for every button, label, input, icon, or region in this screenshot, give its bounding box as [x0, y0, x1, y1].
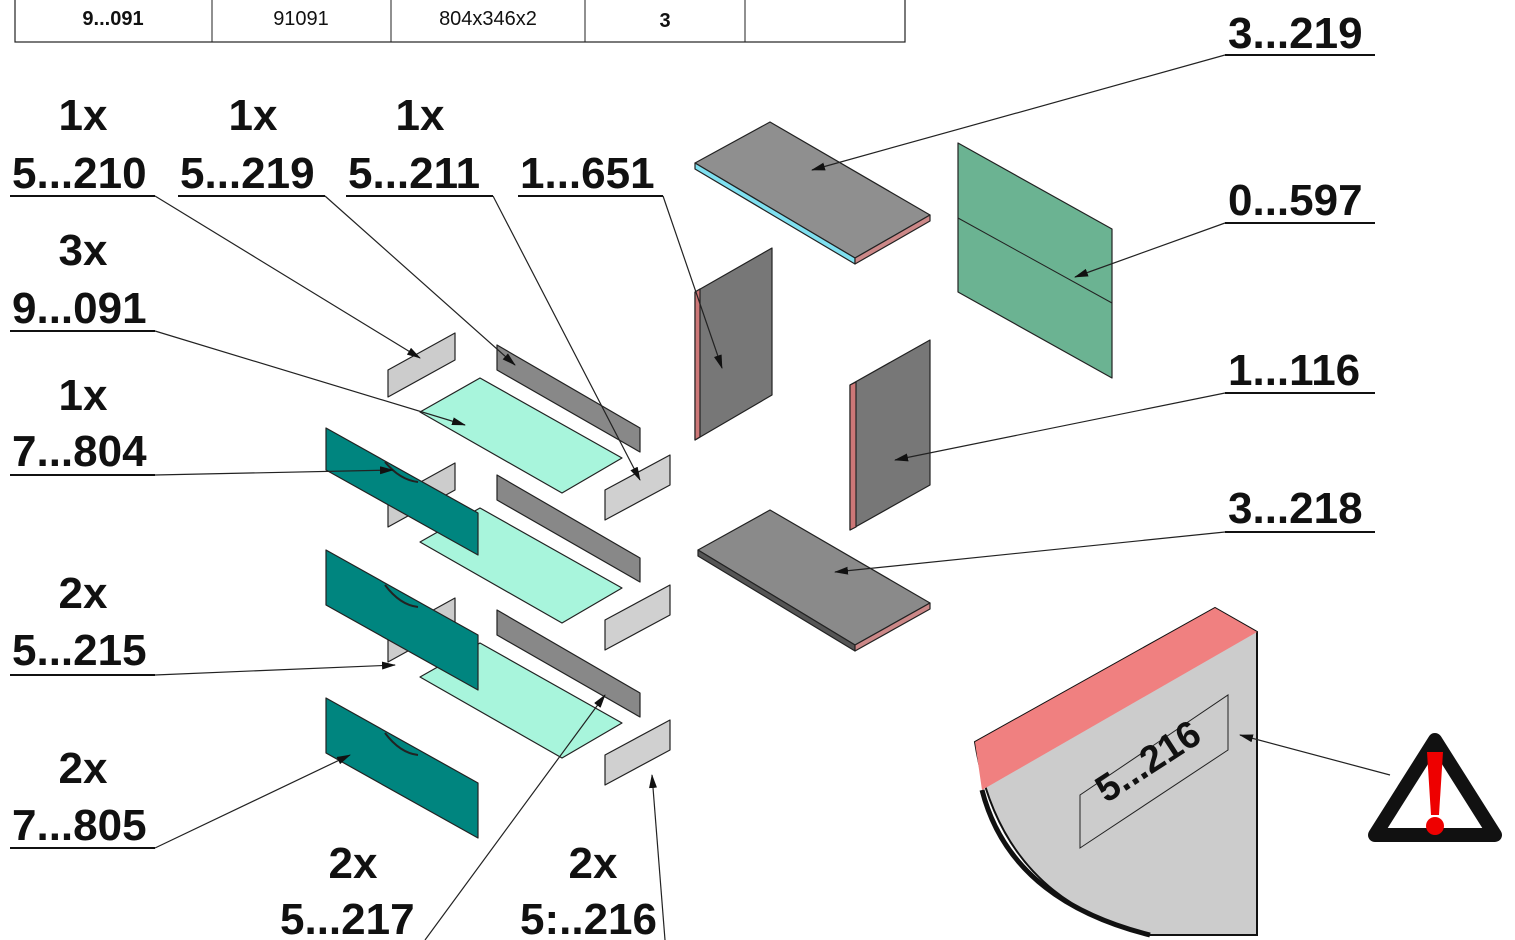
drawer — [387, 332, 671, 521]
quantity: 1x — [59, 371, 108, 420]
shape — [649, 774, 666, 940]
shape — [811, 54, 1226, 171]
shape — [387, 332, 456, 398]
shape — [662, 195, 723, 369]
shape — [325, 549, 479, 691]
shape — [604, 584, 671, 651]
quantity: 1x — [229, 91, 278, 140]
shape — [1427, 752, 1443, 815]
shape — [979, 789, 1151, 938]
shape — [496, 344, 641, 453]
part-code: 9...091 — [12, 284, 147, 333]
shape — [154, 195, 421, 359]
callouts: 1x 5...210 1x 5...219 1x 5...211 1...651… — [10, 9, 1375, 940]
shape — [384, 461, 419, 483]
detail-view: 5...216 — [973, 606, 1258, 938]
part-code: 5...217 — [280, 895, 415, 940]
carcass — [694, 121, 1113, 652]
shape — [419, 377, 623, 494]
shape — [324, 195, 516, 366]
shape — [849, 339, 931, 531]
quantity: 2x — [59, 569, 108, 618]
quantity: 2x — [569, 839, 618, 888]
part-code: 5...219 — [180, 149, 315, 198]
part-code: 3...218 — [1228, 484, 1363, 533]
shape — [154, 330, 466, 426]
shape — [604, 719, 671, 786]
shape — [894, 392, 1226, 462]
drawer-front — [325, 697, 479, 839]
shape — [694, 288, 701, 441]
shape — [1079, 694, 1229, 849]
shape — [975, 608, 1257, 790]
drawer — [325, 427, 671, 651]
shape — [1239, 734, 1391, 776]
shape — [496, 609, 641, 718]
quantity: 1x — [59, 91, 108, 140]
leaders — [154, 54, 1391, 940]
part-code: 5...211 — [348, 149, 480, 198]
part-code: 5...215 — [12, 626, 147, 675]
table-cell: 91091 — [273, 8, 329, 30]
quantity: 1x — [396, 91, 445, 140]
shape — [694, 247, 773, 441]
part-code: 7...805 — [12, 801, 147, 850]
shape — [154, 754, 351, 849]
quantity: 2x — [59, 744, 108, 793]
parts-table: 9...091 91091 804x346x2 3 — [14, 0, 906, 43]
shape — [424, 694, 606, 940]
shape — [384, 732, 419, 756]
shape — [1074, 222, 1226, 278]
shape — [849, 381, 857, 531]
shape — [325, 427, 479, 556]
drawer — [325, 549, 671, 786]
part-code: 7...804 — [12, 427, 147, 476]
part-code: 5...210 — [12, 149, 147, 198]
quantity: 3x — [59, 226, 108, 275]
shape — [325, 697, 479, 839]
shape — [854, 602, 931, 652]
table-cell: 804x346x2 — [439, 8, 537, 30]
part-code: 1...116 — [1228, 346, 1360, 395]
shape — [154, 466, 394, 476]
table-cell: 3 — [659, 10, 670, 32]
shape — [14, 0, 906, 43]
shape — [854, 214, 931, 265]
shape — [492, 195, 641, 481]
rule — [957, 217, 1113, 304]
shape — [496, 474, 641, 583]
warning-icon — [1368, 733, 1502, 842]
shape — [604, 454, 671, 521]
part-code: 5:..216 — [520, 895, 657, 940]
shape — [154, 661, 396, 676]
part-code: 3...219 — [1228, 9, 1363, 58]
shape — [834, 531, 1226, 575]
quantity: 2x — [329, 839, 378, 888]
shape — [384, 584, 419, 608]
part-code: 1...651 — [520, 149, 655, 198]
shape — [1426, 817, 1444, 835]
table-cell: 9...091 — [82, 8, 143, 30]
part-code: 0...597 — [1228, 176, 1363, 225]
